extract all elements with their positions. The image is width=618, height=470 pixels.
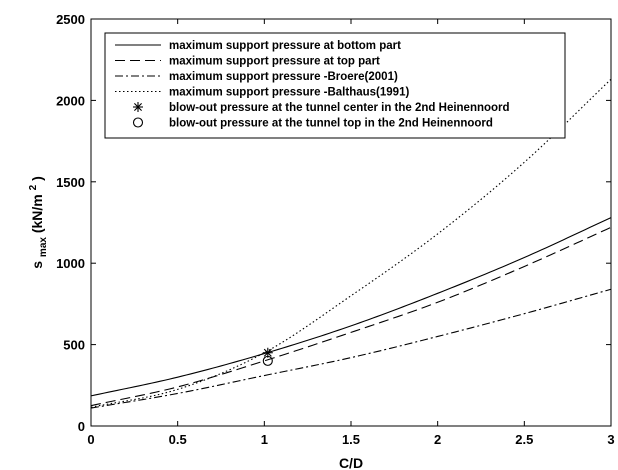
data-point-asterisk xyxy=(262,347,273,358)
legend-marker-asterisk xyxy=(133,102,143,112)
legend-box xyxy=(104,32,566,139)
x-tick-label-2-5: 2.5 xyxy=(515,432,533,447)
y-label-sub: max xyxy=(38,237,49,257)
y-tick-label-1500: 1500 xyxy=(56,175,85,190)
legend-item: maximum support pressure at top part xyxy=(115,56,380,68)
data-points xyxy=(262,347,273,366)
x-tick-label-1: 1 xyxy=(261,432,268,447)
y-tick-label-2000: 2000 xyxy=(56,93,85,108)
legend-label: maximum support pressure -Broere(2001) xyxy=(169,71,398,83)
legend: maximum support pressure at bottom part m… xyxy=(104,32,566,139)
series-lines xyxy=(90,78,612,409)
legend-item: blow-out pressure at the tunnel center i… xyxy=(133,102,510,114)
x-tick-label-2: 2 xyxy=(434,432,441,447)
x-tick-label-3: 3 xyxy=(607,432,614,447)
legend-item: maximum support pressure at bottom part xyxy=(115,40,401,52)
legend-marker-circle xyxy=(132,117,144,128)
y-tick-label-2500: 2500 xyxy=(56,12,85,27)
legend-label: maximum support pressure at top part xyxy=(169,56,380,68)
y-tick-label-1000: 1000 xyxy=(56,256,85,271)
legend-item: maximum support pressure -Broere(2001) xyxy=(115,71,398,83)
y-axis-label: s max (kN/m 2 ) xyxy=(23,176,49,269)
legend-item: blow-out pressure at the tunnel top in t… xyxy=(132,117,493,130)
legend-item: maximum support pressure -Balthaus(1991) xyxy=(115,87,409,99)
y-label-close: ) xyxy=(29,176,45,181)
y-axis: 0 500 1000 1500 2000 2500 xyxy=(56,12,611,434)
x-axis-label: C/D xyxy=(339,455,363,470)
legend-label: blow-out pressure at the tunnel top in t… xyxy=(169,118,493,130)
x-tick-label-1-5: 1.5 xyxy=(342,432,360,447)
x-axis: 0 0.5 1 1.5 2 2.5 3 xyxy=(87,19,615,447)
series-line-1 xyxy=(90,217,612,397)
y-label-unit: (kN/m xyxy=(29,194,45,233)
legend-label: maximum support pressure -Balthaus(1991) xyxy=(169,87,409,99)
series-line-2 xyxy=(90,226,612,407)
series-line-4 xyxy=(90,78,612,408)
y-label-sup: 2 xyxy=(28,184,39,190)
x-tick-label-0: 0 xyxy=(87,432,94,447)
data-point-circle xyxy=(262,355,273,366)
legend-label: maximum support pressure at bottom part xyxy=(169,40,401,52)
x-tick-label-0-5: 0.5 xyxy=(169,432,187,447)
legend-label: blow-out pressure at the tunnel center i… xyxy=(169,102,510,114)
series-line-3 xyxy=(90,288,612,409)
y-label-base: s xyxy=(29,261,45,269)
y-tick-label-500: 500 xyxy=(63,338,85,353)
y-tick-label-0: 0 xyxy=(78,419,85,434)
